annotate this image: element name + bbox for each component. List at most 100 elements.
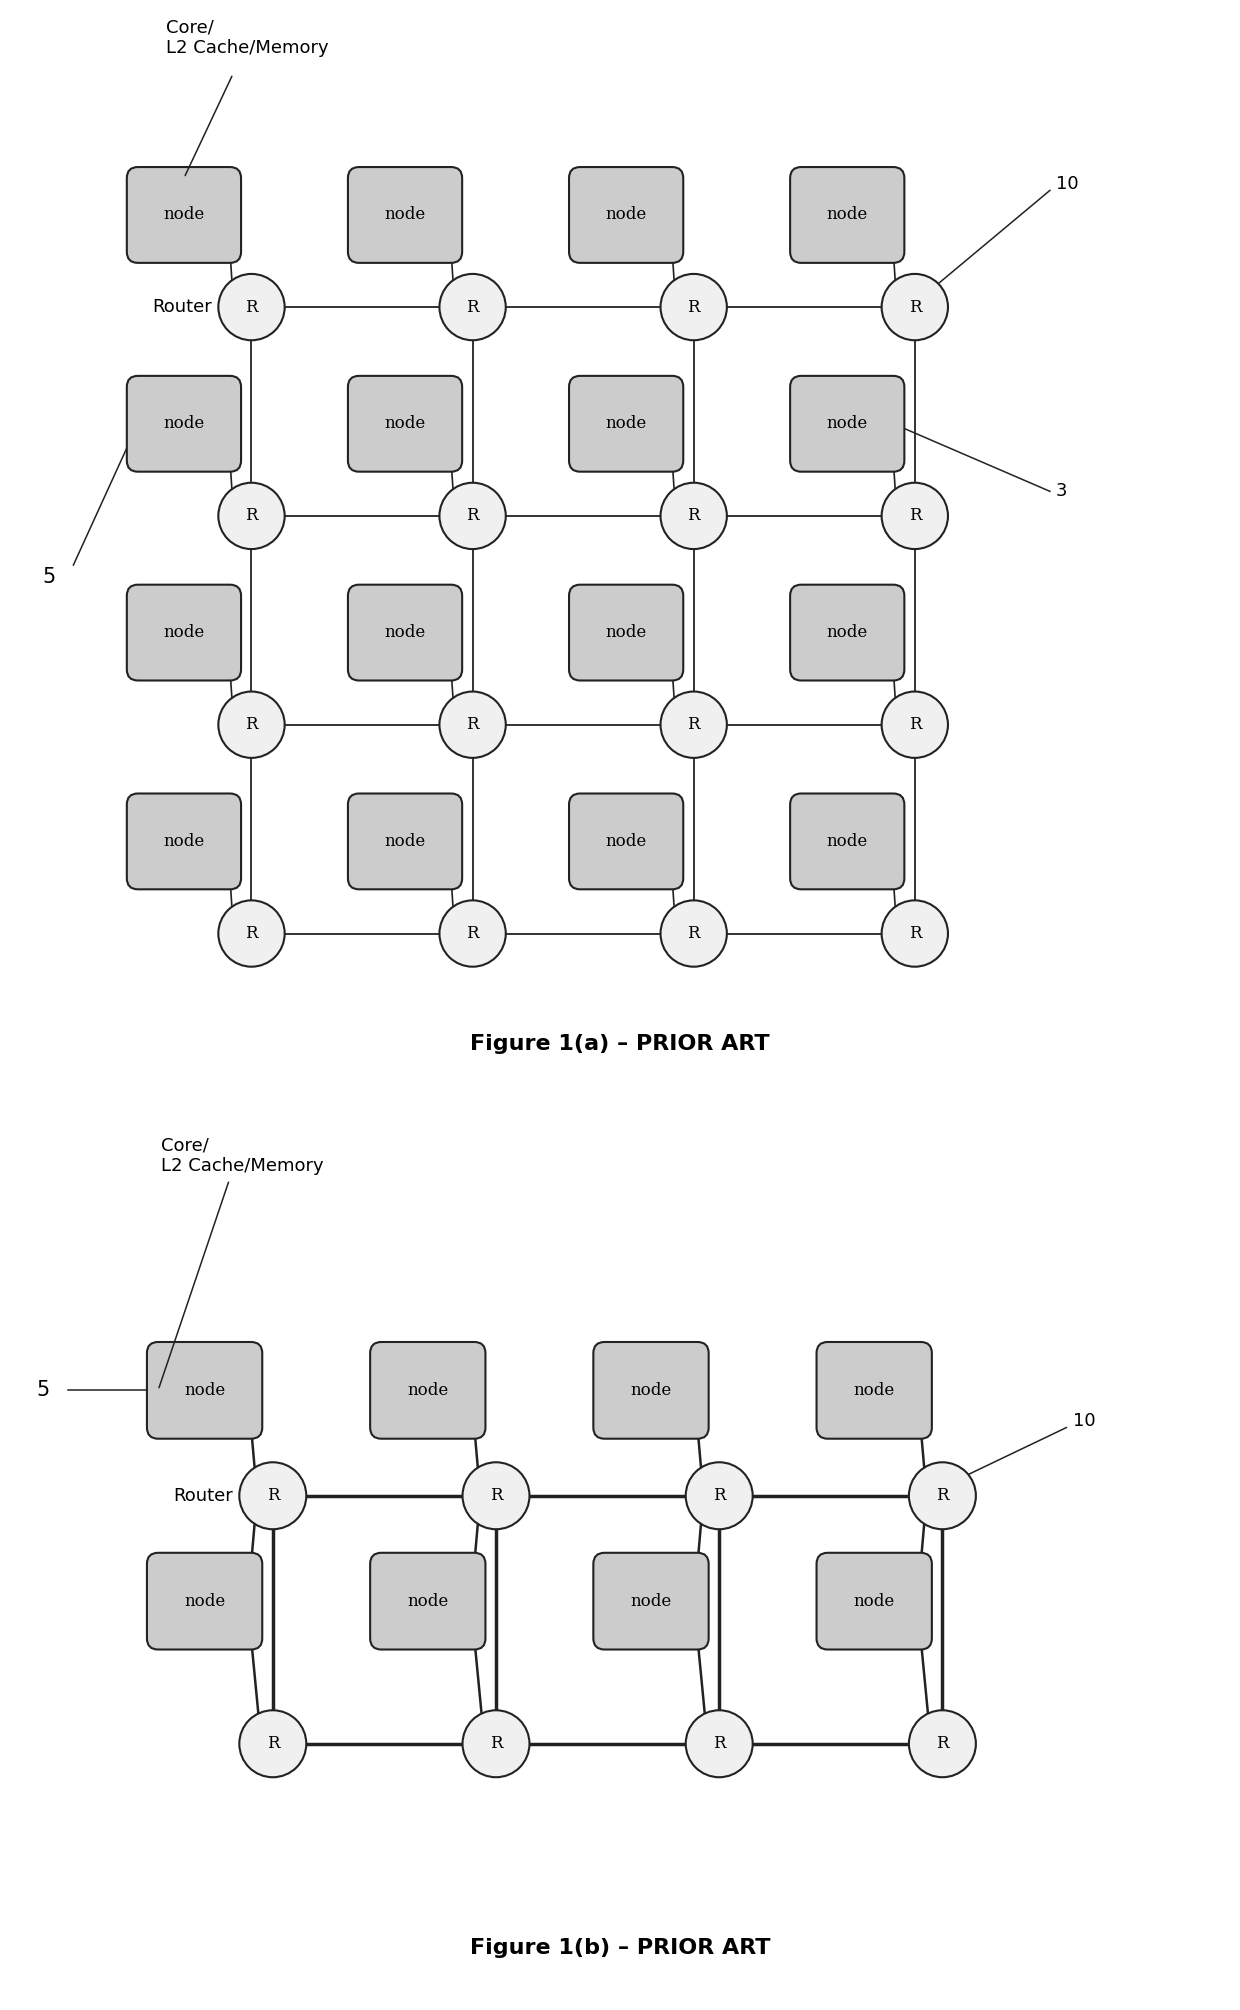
FancyBboxPatch shape — [348, 167, 463, 263]
Ellipse shape — [439, 482, 506, 549]
FancyBboxPatch shape — [348, 376, 463, 472]
FancyBboxPatch shape — [790, 376, 904, 472]
FancyBboxPatch shape — [594, 1554, 709, 1650]
FancyBboxPatch shape — [790, 167, 904, 263]
Ellipse shape — [882, 273, 947, 340]
FancyBboxPatch shape — [371, 1554, 485, 1650]
FancyBboxPatch shape — [146, 1343, 263, 1439]
Text: R: R — [936, 1735, 949, 1753]
Text: node: node — [184, 1381, 226, 1399]
FancyBboxPatch shape — [569, 376, 683, 472]
Ellipse shape — [909, 1461, 976, 1530]
Ellipse shape — [218, 691, 285, 758]
Text: node: node — [184, 1592, 226, 1610]
Text: node: node — [164, 832, 205, 850]
FancyBboxPatch shape — [146, 1554, 263, 1650]
Ellipse shape — [661, 691, 727, 758]
Text: R: R — [466, 716, 479, 734]
Text: node: node — [605, 416, 647, 432]
FancyBboxPatch shape — [348, 585, 463, 681]
Text: node: node — [853, 1592, 895, 1610]
Text: Router: Router — [153, 297, 212, 316]
Text: node: node — [630, 1381, 672, 1399]
Text: node: node — [164, 416, 205, 432]
Text: node: node — [407, 1592, 449, 1610]
Text: R: R — [246, 925, 258, 943]
Ellipse shape — [439, 900, 506, 967]
FancyBboxPatch shape — [371, 1343, 485, 1439]
Text: Figure 1(a) – PRIOR ART: Figure 1(a) – PRIOR ART — [470, 1033, 770, 1053]
Text: Router: Router — [174, 1487, 233, 1505]
Text: node: node — [630, 1592, 672, 1610]
Text: Core/
L2 Cache/Memory: Core/ L2 Cache/Memory — [165, 18, 329, 56]
Text: Core/
L2 Cache/Memory: Core/ L2 Cache/Memory — [161, 1136, 324, 1176]
Text: R: R — [490, 1487, 502, 1503]
Text: node: node — [827, 623, 868, 641]
Ellipse shape — [218, 900, 285, 967]
Text: node: node — [384, 207, 425, 223]
Text: R: R — [687, 716, 699, 734]
Text: node: node — [384, 832, 425, 850]
Text: R: R — [687, 299, 699, 316]
Text: Figure 1(b) – PRIOR ART: Figure 1(b) – PRIOR ART — [470, 1938, 770, 1958]
Text: R: R — [936, 1487, 949, 1503]
FancyBboxPatch shape — [569, 585, 683, 681]
Ellipse shape — [463, 1461, 529, 1530]
FancyBboxPatch shape — [126, 376, 241, 472]
Ellipse shape — [909, 1711, 976, 1777]
Ellipse shape — [239, 1461, 306, 1530]
Ellipse shape — [686, 1461, 753, 1530]
Text: node: node — [164, 207, 205, 223]
Text: node: node — [853, 1381, 895, 1399]
Text: R: R — [713, 1735, 725, 1753]
Ellipse shape — [661, 900, 727, 967]
Ellipse shape — [439, 273, 506, 340]
Text: node: node — [605, 832, 647, 850]
Text: 5: 5 — [37, 1381, 50, 1401]
FancyBboxPatch shape — [816, 1554, 932, 1650]
Ellipse shape — [239, 1711, 306, 1777]
Text: 10: 10 — [1056, 175, 1079, 193]
Text: R: R — [909, 507, 921, 525]
Text: node: node — [407, 1381, 449, 1399]
Text: R: R — [687, 925, 699, 943]
Text: R: R — [687, 507, 699, 525]
Text: node: node — [827, 832, 868, 850]
Text: R: R — [267, 1487, 279, 1503]
Text: node: node — [827, 416, 868, 432]
Text: R: R — [909, 299, 921, 316]
Text: R: R — [246, 716, 258, 734]
Ellipse shape — [463, 1711, 529, 1777]
Text: R: R — [466, 507, 479, 525]
Text: 5: 5 — [42, 567, 56, 587]
Ellipse shape — [218, 482, 285, 549]
Ellipse shape — [882, 482, 947, 549]
Text: node: node — [827, 207, 868, 223]
FancyBboxPatch shape — [126, 167, 241, 263]
Text: R: R — [466, 925, 479, 943]
Ellipse shape — [686, 1711, 753, 1777]
Text: R: R — [466, 299, 479, 316]
Text: node: node — [605, 623, 647, 641]
FancyBboxPatch shape — [594, 1343, 709, 1439]
FancyBboxPatch shape — [790, 794, 904, 888]
Text: node: node — [605, 207, 647, 223]
Text: R: R — [246, 299, 258, 316]
FancyBboxPatch shape — [816, 1343, 932, 1439]
FancyBboxPatch shape — [126, 585, 241, 681]
FancyBboxPatch shape — [569, 794, 683, 888]
Text: R: R — [490, 1735, 502, 1753]
FancyBboxPatch shape — [569, 167, 683, 263]
Text: R: R — [246, 507, 258, 525]
FancyBboxPatch shape — [348, 794, 463, 888]
Text: 3: 3 — [1056, 482, 1068, 500]
Text: R: R — [909, 925, 921, 943]
Ellipse shape — [218, 273, 285, 340]
Ellipse shape — [439, 691, 506, 758]
Ellipse shape — [661, 482, 727, 549]
Text: R: R — [267, 1735, 279, 1753]
Text: node: node — [164, 623, 205, 641]
Text: node: node — [384, 623, 425, 641]
FancyBboxPatch shape — [790, 585, 904, 681]
Ellipse shape — [661, 273, 727, 340]
